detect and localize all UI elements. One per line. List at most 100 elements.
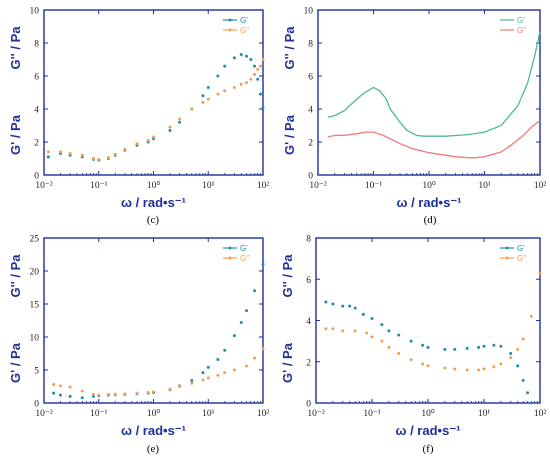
data-point <box>256 77 260 81</box>
y-tick-label: 8 <box>308 40 313 50</box>
x-tick-label: 10⁻¹ <box>90 409 108 419</box>
data-point <box>68 152 72 156</box>
y-tick-label: 5 <box>34 367 39 377</box>
x-axis-title: ω / rad•s⁻¹ <box>121 423 186 438</box>
data-point <box>201 100 205 104</box>
data-point <box>492 365 496 369</box>
data-point <box>113 392 117 396</box>
data-point <box>380 339 384 343</box>
legend-marker <box>228 18 232 22</box>
y-tick-label: 6 <box>34 73 39 83</box>
x-tick-label: 10⁰ <box>147 408 161 419</box>
data-point <box>409 358 413 362</box>
data-point <box>421 362 425 366</box>
x-tick-label: 10¹ <box>478 409 491 419</box>
legend-label: G'' <box>517 254 527 263</box>
data-point <box>253 64 257 68</box>
x-tick-label: 10² <box>257 409 270 419</box>
data-point <box>516 347 520 351</box>
series-g-prime <box>46 53 265 162</box>
x-tick-label: 10² <box>257 181 270 191</box>
legend-marker <box>505 256 509 260</box>
x-tick-label: 10⁰ <box>422 180 436 191</box>
data-point <box>397 333 401 337</box>
data-point <box>387 329 391 333</box>
data-point <box>80 153 84 157</box>
data-point <box>223 371 227 375</box>
data-point <box>239 53 243 57</box>
y-tick-label: 6 <box>306 276 311 286</box>
x-axis-title: ω / rad•s⁻¹ <box>121 195 186 210</box>
legend-marker <box>228 246 232 250</box>
data-point <box>261 347 265 351</box>
data-point <box>529 314 533 318</box>
x-tick-label: 10¹ <box>202 409 215 419</box>
data-point <box>465 346 469 350</box>
data-point <box>91 157 95 160</box>
data-point <box>249 58 253 61</box>
data-point <box>256 67 260 71</box>
data-point <box>68 385 72 389</box>
data-point <box>426 364 430 368</box>
data-point <box>201 94 205 98</box>
data-point <box>245 364 249 368</box>
data-point <box>261 262 265 266</box>
data-point <box>331 327 335 331</box>
data-point <box>113 152 117 156</box>
data-point <box>106 392 110 396</box>
data-point <box>178 385 182 388</box>
series-line <box>327 120 541 159</box>
data-point <box>146 390 150 394</box>
data-point <box>232 368 236 372</box>
y-axis-title-g-double-prime: G'' / Pa <box>8 26 23 70</box>
data-point <box>526 391 530 395</box>
data-point <box>216 74 220 78</box>
data-point <box>477 345 481 349</box>
series-g-prime <box>324 300 533 405</box>
data-point <box>168 387 172 391</box>
data-point <box>135 391 139 395</box>
chart-panel-3: 0 2 4 6 8 10⁻² 10⁻¹ 10⁰ 10¹ 10² ω / rad•s⁻¹ G' / Pa… <box>280 235 546 456</box>
data-point <box>443 366 447 370</box>
legend-label: G'' <box>240 26 250 35</box>
data-point <box>443 347 447 351</box>
panel-label: (e) <box>147 443 160 455</box>
data-point <box>58 393 62 397</box>
panel-label: (c) <box>147 214 160 226</box>
y-tick-label: 4 <box>306 317 311 327</box>
legend-label: G' <box>517 16 525 25</box>
data-point <box>245 81 249 85</box>
data-point <box>91 392 95 396</box>
data-point <box>341 304 345 308</box>
data-point <box>453 367 457 371</box>
series-g-prime <box>52 262 265 400</box>
data-point <box>538 271 542 275</box>
x-tick-label: 10⁻² <box>35 409 53 419</box>
x-axis-title: ω / rad•s⁻¹ <box>396 195 461 210</box>
data-point <box>499 344 503 348</box>
y-tick-label: 10 <box>30 7 40 17</box>
data-point <box>529 401 533 405</box>
data-point <box>380 323 384 327</box>
y-axis-title-g-double-prime: G'' / Pa <box>8 254 23 298</box>
plot-frame <box>43 237 264 404</box>
data-point <box>261 58 265 61</box>
data-point <box>353 306 357 310</box>
series-g-double-prime <box>52 347 265 397</box>
data-point <box>482 344 486 348</box>
data-point <box>223 89 227 93</box>
data-point <box>216 357 220 361</box>
data-point <box>245 309 249 313</box>
chart-panel-2: 0 5 10 15 20 25 10⁻² 10⁻¹ 10⁰ 10¹ 10² ω / rad•s⁻¹ G'… <box>8 235 269 456</box>
data-point <box>190 107 194 111</box>
data-point <box>253 356 257 360</box>
data-point <box>509 356 513 360</box>
y-tick-label: 25 <box>30 235 40 245</box>
data-point <box>123 392 127 396</box>
x-tick-label: 10⁻¹ <box>363 409 381 419</box>
data-point <box>135 142 139 146</box>
x-tick-label: 10⁻¹ <box>90 181 108 191</box>
x-tick-label: 10² <box>534 181 547 191</box>
data-point <box>52 383 56 387</box>
